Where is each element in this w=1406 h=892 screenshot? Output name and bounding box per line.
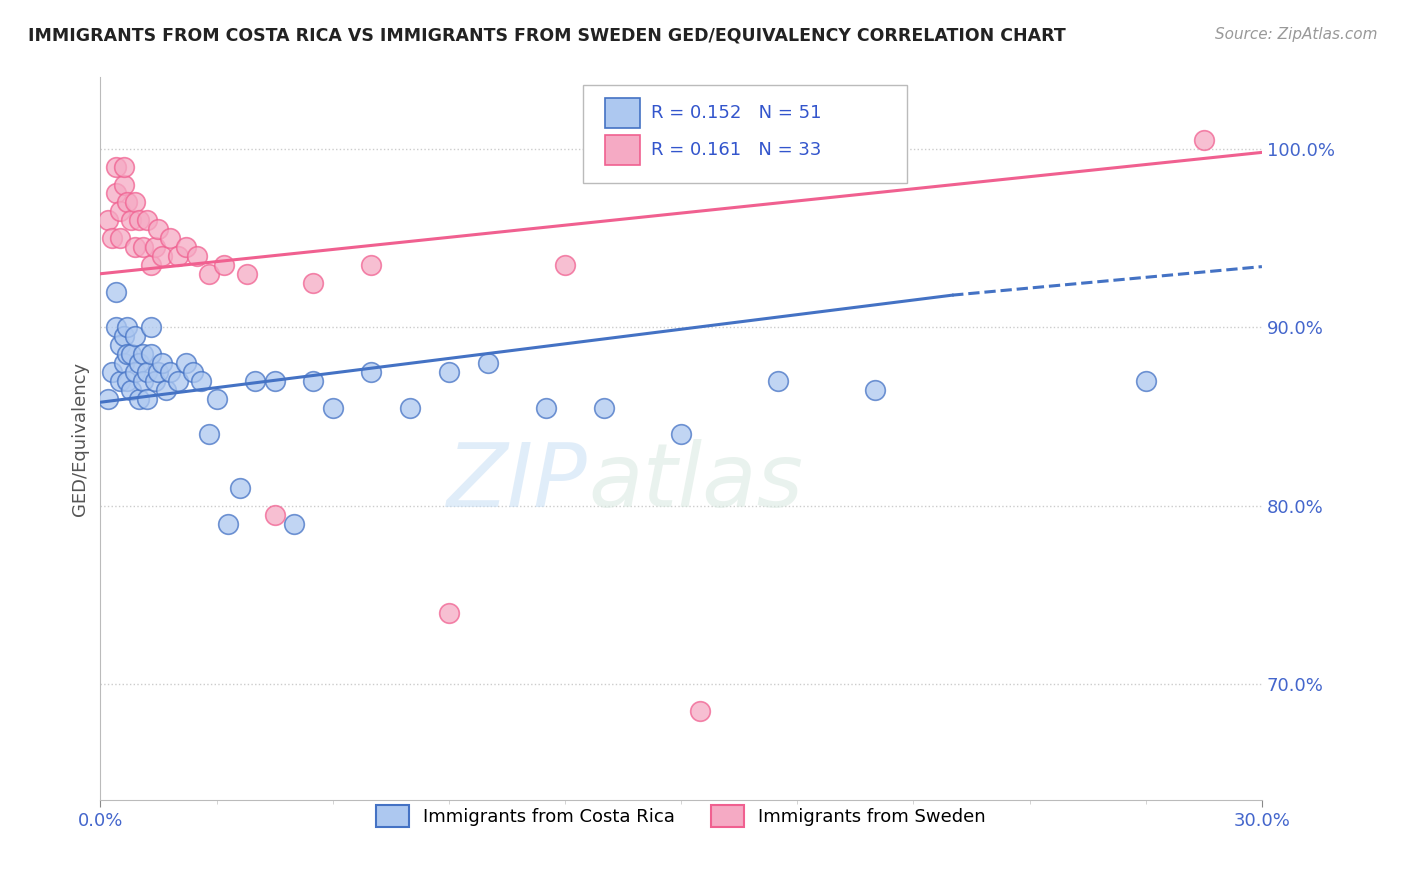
Point <box>135 213 157 227</box>
Point <box>159 365 181 379</box>
Point <box>236 267 259 281</box>
Point <box>124 365 146 379</box>
Point <box>174 240 197 254</box>
Point <box>150 249 173 263</box>
Point <box>117 347 139 361</box>
Point <box>124 240 146 254</box>
Point <box>155 383 177 397</box>
Point <box>108 338 131 352</box>
Point <box>135 392 157 406</box>
Point <box>135 365 157 379</box>
Point <box>360 258 382 272</box>
Point <box>120 347 142 361</box>
Point <box>863 383 886 397</box>
Point <box>117 195 139 210</box>
Point <box>108 231 131 245</box>
Point <box>186 249 208 263</box>
Point <box>108 204 131 219</box>
Y-axis label: GED/Equivalency: GED/Equivalency <box>72 362 89 516</box>
Point <box>166 249 188 263</box>
Point <box>104 285 127 299</box>
Point <box>104 160 127 174</box>
Point <box>139 347 162 361</box>
Text: ZIP: ZIP <box>447 439 588 525</box>
Point <box>689 704 711 718</box>
Point <box>229 481 252 495</box>
Point <box>108 374 131 388</box>
Text: R = 0.161   N = 33: R = 0.161 N = 33 <box>651 141 821 159</box>
Point <box>592 401 614 415</box>
Point <box>477 356 499 370</box>
Point <box>112 329 135 343</box>
Point <box>205 392 228 406</box>
Point <box>197 427 219 442</box>
Point <box>117 374 139 388</box>
Point <box>263 374 285 388</box>
Point <box>245 374 267 388</box>
Point <box>101 365 124 379</box>
Point <box>148 365 170 379</box>
Point <box>174 356 197 370</box>
Point <box>139 320 162 334</box>
Point <box>128 213 150 227</box>
Point <box>132 240 155 254</box>
Point <box>112 356 135 370</box>
Point <box>139 258 162 272</box>
Text: R = 0.152   N = 51: R = 0.152 N = 51 <box>651 104 821 122</box>
Point <box>104 186 127 201</box>
Point <box>112 178 135 192</box>
Point <box>437 365 460 379</box>
Text: IMMIGRANTS FROM COSTA RICA VS IMMIGRANTS FROM SWEDEN GED/EQUIVALENCY CORRELATION: IMMIGRANTS FROM COSTA RICA VS IMMIGRANTS… <box>28 27 1066 45</box>
Point <box>197 267 219 281</box>
Point <box>159 231 181 245</box>
Point <box>554 258 576 272</box>
Point <box>1135 374 1157 388</box>
Point <box>124 329 146 343</box>
Point <box>128 392 150 406</box>
Point <box>97 213 120 227</box>
Text: Source: ZipAtlas.com: Source: ZipAtlas.com <box>1215 27 1378 42</box>
Point <box>217 516 239 531</box>
Point <box>120 213 142 227</box>
Point <box>534 401 557 415</box>
Point <box>143 374 166 388</box>
Point <box>212 258 235 272</box>
Legend: Immigrants from Costa Rica, Immigrants from Sweden: Immigrants from Costa Rica, Immigrants f… <box>370 798 993 835</box>
Point <box>148 222 170 236</box>
Point <box>132 347 155 361</box>
Text: atlas: atlas <box>588 439 803 525</box>
Point <box>669 427 692 442</box>
Point <box>166 374 188 388</box>
Point <box>112 160 135 174</box>
Point <box>97 392 120 406</box>
Point <box>263 508 285 522</box>
Point <box>360 365 382 379</box>
Point <box>322 401 344 415</box>
Point <box>104 320 127 334</box>
Point <box>143 240 166 254</box>
Point <box>437 606 460 620</box>
Point <box>117 320 139 334</box>
Point <box>128 356 150 370</box>
Point <box>101 231 124 245</box>
Point <box>766 374 789 388</box>
Point <box>124 195 146 210</box>
Point <box>302 374 325 388</box>
Point <box>399 401 422 415</box>
Point <box>302 276 325 290</box>
Point <box>150 356 173 370</box>
Point <box>190 374 212 388</box>
Point <box>120 383 142 397</box>
Point <box>1192 133 1215 147</box>
Point <box>132 374 155 388</box>
Point <box>181 365 204 379</box>
Point <box>283 516 305 531</box>
